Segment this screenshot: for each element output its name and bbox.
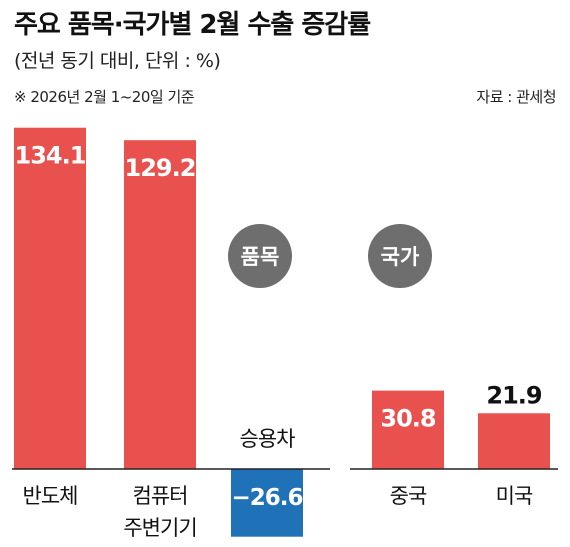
product-value-label-0: 134.1 [15,142,86,170]
country-category-label-0: 중국 [390,484,427,508]
source-credit: 자료 : 관세청 [476,88,556,106]
product-group-badge-label: 품목 [241,245,280,269]
product-value-label-1: 129.2 [125,154,196,182]
chart-title: 주요 품목·국가별 2월 수출 증감률 [14,10,371,40]
product-category-label-2: 승용차 [240,427,296,451]
product-bar-0 [14,127,86,469]
country-category-label-1: 미국 [496,484,533,508]
chart-subtitle: (전년 동기 대비, 단위 : %) [14,50,221,72]
product-category-label-1-line-0: 컴퓨터 [133,484,188,508]
country-group-badge-label: 국가 [381,245,420,269]
product-group-badge [228,224,292,288]
country-value-label-0: 30.8 [380,405,436,433]
product-category-label-1-line-1: 주변기기 [123,516,196,540]
country-bar-1 [478,413,550,469]
product-value-label-2: −26.6 [231,485,302,511]
product-category-label-0: 반도체 [23,484,78,508]
country-value-label-1: 21.9 [486,381,542,409]
country-bar-0 [372,390,444,469]
product-bar-2 [231,469,303,537]
country-group-badge [368,224,432,288]
product-bar-1 [124,140,196,469]
date-note: ※ 2026년 2월 1~20일 기준 [14,88,195,106]
